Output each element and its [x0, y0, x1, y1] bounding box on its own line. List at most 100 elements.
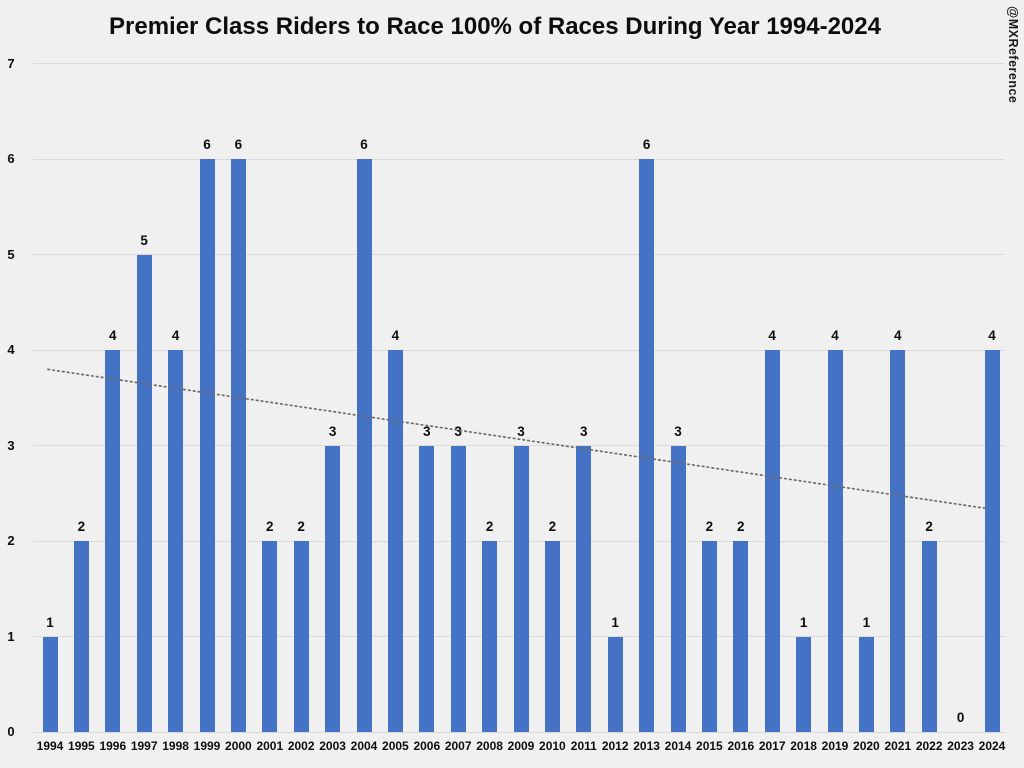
bar-2022: [921, 541, 937, 732]
bar-value-label-2024: 4: [988, 328, 996, 344]
x-axis-tick-label: 2020: [853, 739, 880, 753]
y-axis-tick-label: 0: [7, 724, 15, 739]
bar-value-label-2015: 2: [705, 519, 714, 535]
x-axis-tick-label: 2024: [978, 739, 1006, 753]
bar-2009: [513, 445, 529, 732]
x-axis-tick-label: 1995: [68, 739, 95, 753]
x-axis-tick-label: 2004: [350, 739, 378, 753]
y-axis-tick-label: 3: [7, 437, 15, 453]
y-axis-tick-label: 4: [7, 342, 15, 358]
x-axis-tick-label: 2018: [790, 739, 817, 753]
bar-value-label-2012: 1: [611, 614, 619, 630]
bar-2006: [419, 445, 435, 732]
gridline-0: [33, 731, 1005, 733]
bar-value-label-1996: 4: [109, 328, 117, 344]
bar-value-label-2016: 2: [737, 519, 745, 535]
bar-1997: [136, 254, 152, 732]
bar-value-label-2023: 0: [956, 710, 965, 725]
x-axis-tick-label: 2016: [727, 739, 755, 753]
y-axis-tick-label: 7: [7, 55, 15, 71]
bar-2000: [230, 159, 246, 732]
bar-value-label-2020: 1: [862, 614, 871, 630]
x-axis-tick-label: 2015: [696, 739, 723, 753]
gridline-4: [33, 349, 1005, 351]
x-axis-tick-label: 1994: [36, 739, 64, 753]
bar-value-label-1994: 1: [46, 614, 54, 630]
bar-value-label-2010: 2: [548, 519, 557, 535]
x-axis-tick-label: 2007: [444, 739, 472, 753]
bar-value-label-1995: 2: [77, 519, 86, 535]
x-axis-tick-label: 1997: [130, 739, 158, 753]
gridline-7: [33, 63, 1005, 65]
bar-value-label-2017: 4: [768, 328, 776, 344]
y-axis-tick-label: 5: [7, 246, 15, 262]
bar-2008: [482, 541, 498, 732]
bar-1995: [73, 541, 89, 732]
bar-2015: [701, 541, 717, 732]
x-axis-tick-label: 2008: [476, 739, 503, 753]
x-axis-tick-label: 2017: [758, 739, 786, 753]
bar-2002: [293, 541, 309, 732]
bar-2005: [387, 350, 403, 732]
bar-2021: [890, 350, 906, 732]
bar-1999: [199, 159, 215, 732]
bar-2010: [544, 541, 560, 732]
bar-value-label-2001: 2: [266, 519, 274, 535]
bar-value-label-2005: 4: [391, 328, 400, 344]
x-axis-tick-label: 2021: [884, 739, 912, 753]
x-axis-tick-label: 1998: [162, 739, 189, 753]
bar-1996: [105, 350, 121, 732]
bar-value-label-1999: 6: [203, 137, 211, 153]
bar-2004: [356, 159, 372, 732]
x-axis-tick-label: 2012: [601, 739, 629, 753]
bar-value-label-2002: 2: [297, 519, 305, 535]
bar-value-label-2011: 3: [580, 423, 588, 439]
bar-value-label-2021: 4: [894, 328, 902, 344]
x-axis-tick-label: 2010: [539, 739, 566, 753]
bar-2017: [764, 350, 780, 732]
bar-2016: [733, 541, 749, 732]
bar-value-label-2022: 2: [925, 519, 933, 535]
bar-value-label-1998: 4: [171, 328, 180, 344]
x-axis-tick-label: 2006: [413, 739, 441, 753]
chart-title: Premier Class Riders to Race 100% of Rac…: [109, 13, 881, 40]
y-axis-tick-label: 2: [7, 533, 15, 549]
x-axis-tick-label: 1999: [193, 739, 221, 753]
bar-value-label-2000: 6: [234, 137, 243, 153]
bar-2020: [858, 636, 874, 732]
x-axis-tick-label: 2009: [507, 739, 535, 753]
bar-2001: [262, 541, 278, 732]
x-axis-tick-label: 2022: [915, 739, 943, 753]
x-axis-tick-label: 2014: [664, 739, 692, 753]
gridline-5: [33, 254, 1005, 256]
bar-1998: [168, 350, 184, 732]
y-axis-tick-label: 1: [7, 628, 15, 644]
gridline-6: [33, 158, 1005, 160]
bar-value-label-2008: 2: [485, 519, 494, 535]
watermark-credit: @MXReference: [1006, 6, 1020, 104]
bar-value-label-2013: 6: [642, 137, 651, 153]
bar-value-label-2018: 1: [799, 614, 808, 630]
bar-2003: [325, 445, 341, 732]
x-axis-tick-label: 2023: [947, 739, 974, 753]
x-axis-tick-label: 2001: [256, 739, 284, 753]
bar-2012: [607, 636, 623, 732]
bar-value-label-2003: 3: [328, 423, 337, 439]
bar-2019: [827, 350, 843, 732]
x-axis-tick-label: 2019: [821, 739, 849, 753]
bar-value-label-2019: 4: [831, 328, 839, 344]
bar-value-label-2004: 6: [360, 137, 368, 153]
bar-2014: [670, 445, 686, 732]
bar-value-label-2006: 3: [423, 423, 431, 439]
y-axis-tick-label: 6: [7, 151, 15, 167]
bar-value-label-1997: 5: [140, 232, 148, 248]
x-axis-tick-label: 2005: [382, 739, 409, 753]
bar-2011: [576, 445, 592, 732]
bar-2024: [984, 350, 1000, 732]
x-axis-tick-label: 2002: [287, 739, 315, 753]
bar-value-label-2014: 3: [674, 423, 682, 439]
bar-value-label-2009: 3: [517, 423, 525, 439]
x-axis-tick-label: 2000: [225, 739, 252, 753]
bar-2013: [639, 159, 655, 732]
